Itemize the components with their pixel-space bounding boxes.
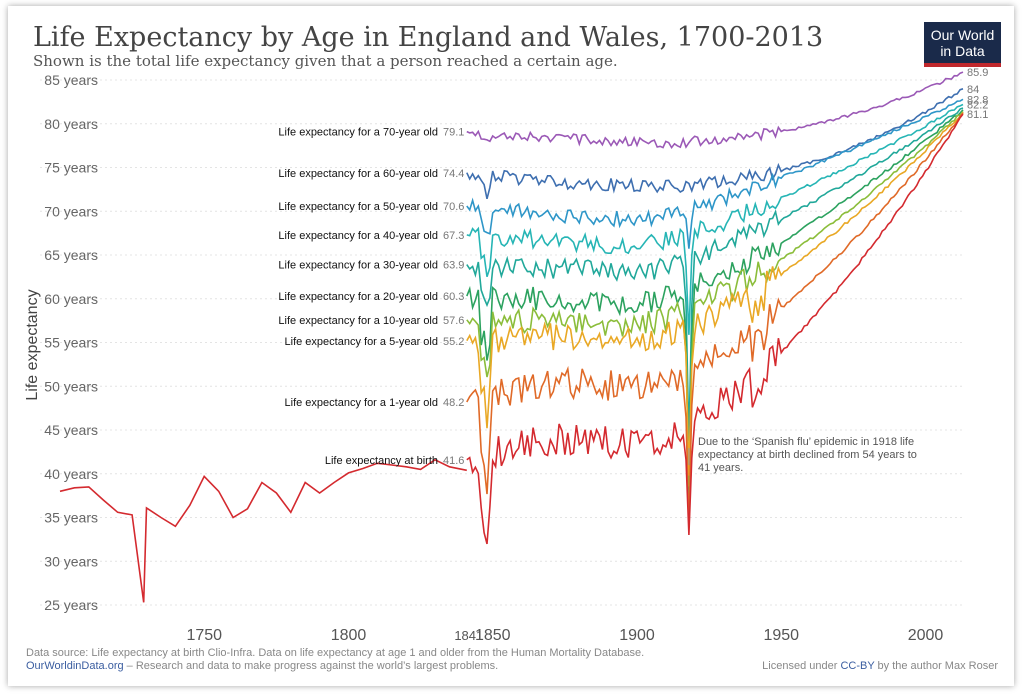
chart-card — [8, 6, 1014, 686]
series-line — [466, 107, 964, 441]
series-line — [466, 103, 964, 335]
y-tick-label: 30 years — [44, 553, 98, 569]
series-start-value: 57.6 — [443, 315, 464, 327]
series-line — [466, 88, 964, 199]
series-line-birth-early — [59, 458, 467, 603]
series-label: Life expectancy at birth — [325, 455, 438, 467]
page-title: Life Expectancy by Age in England and Wa… — [33, 22, 824, 53]
page-subtitle: Shown is the total life expectancy given… — [33, 52, 618, 70]
series-line — [466, 113, 964, 545]
y-tick-label: 60 years — [44, 291, 98, 307]
y-tick-label: 85 years — [44, 72, 98, 88]
annotation-text: Due to the ‘Spanish flu’ epidemic in 191… — [698, 436, 914, 448]
license-prefix: Licensed under — [762, 660, 841, 672]
license-suffix: by the author Max Roser — [874, 660, 998, 672]
owid-logo[interactable]: Our World in Data — [924, 22, 1001, 67]
series-start-value: 63.9 — [443, 260, 464, 272]
series-label: Life expectancy for a 5-year old — [285, 336, 438, 348]
series-line — [466, 111, 964, 476]
license-note: Licensed under CC-BY by the author Max R… — [762, 660, 998, 672]
y-tick-label: 45 years — [44, 422, 98, 438]
x-tick-label: 1800 — [331, 627, 367, 644]
series-label: Life expectancy for a 30-year old — [278, 260, 438, 272]
series-label: Life expectancy for a 50-year old — [278, 201, 438, 213]
series-end-value: 84 — [967, 84, 979, 96]
series-start-value: 70.6 — [443, 201, 464, 213]
series-line — [466, 112, 964, 527]
footer-site-line: OurWorldinData.org – Research and data t… — [26, 660, 498, 672]
series-start-value: 79.1 — [443, 127, 464, 139]
series-line — [466, 98, 964, 249]
y-tick-label: 80 years — [44, 116, 98, 132]
y-tick-label: 65 years — [44, 247, 98, 263]
y-tick-label: 55 years — [44, 335, 98, 351]
annotation-text: 41 years. — [698, 462, 743, 474]
x-tick-label: 1850 — [475, 627, 511, 644]
series-end-value: 81.1 — [967, 109, 988, 121]
x-tick-label: 2000 — [908, 627, 944, 644]
license-link[interactable]: CC-BY — [840, 660, 875, 672]
y-tick-label: 50 years — [44, 378, 98, 394]
x-tick-label-1841: 1841 — [454, 628, 483, 643]
logo-line2: in Data — [940, 43, 985, 59]
series-line — [466, 109, 964, 497]
y-tick-label: 70 years — [44, 203, 98, 219]
series-start-value: 41.6 — [443, 455, 464, 467]
series-label: Life expectancy for a 40-year old — [278, 230, 438, 242]
series-label: Life expectancy for a 20-year old — [278, 291, 438, 303]
y-tick-label: 75 years — [44, 160, 98, 176]
series-start-value: 67.3 — [443, 230, 464, 242]
x-tick-label: 1950 — [763, 627, 799, 644]
logo-line1: Our World — [930, 27, 995, 43]
series-start-value: 74.4 — [443, 168, 464, 180]
series-label: Life expectancy for a 1-year old — [285, 397, 438, 409]
series-start-value: 48.2 — [443, 397, 464, 409]
y-axis-label: Life expectancy — [24, 289, 41, 400]
y-tick-label: 35 years — [44, 510, 98, 526]
source-note: Data source: Life expectancy at birth Cl… — [26, 647, 645, 659]
series-line — [466, 71, 964, 150]
x-tick-label: 1750 — [186, 627, 222, 644]
series-label: Life expectancy for a 70-year old — [278, 127, 438, 139]
series-start-value: 55.2 — [443, 336, 464, 348]
annotation-text: expectancy at birth declined from 54 yea… — [698, 449, 917, 461]
series-end-value: 82.2 — [967, 100, 988, 112]
series-start-value: 60.3 — [443, 291, 464, 303]
footer-tagline: – Research and data to make progress aga… — [123, 660, 499, 672]
series-label: Life expectancy for a 10-year old — [278, 315, 438, 327]
series-end-value: 82.8 — [967, 94, 988, 106]
series-line — [466, 111, 964, 487]
x-tick-label: 1900 — [619, 627, 655, 644]
series-end-value: 85.9 — [967, 67, 988, 79]
site-link[interactable]: OurWorldinData.org — [26, 660, 124, 672]
series-label: Life expectancy for a 60-year old — [278, 168, 438, 180]
y-tick-label: 40 years — [44, 466, 98, 482]
y-tick-label: 25 years — [44, 597, 98, 613]
